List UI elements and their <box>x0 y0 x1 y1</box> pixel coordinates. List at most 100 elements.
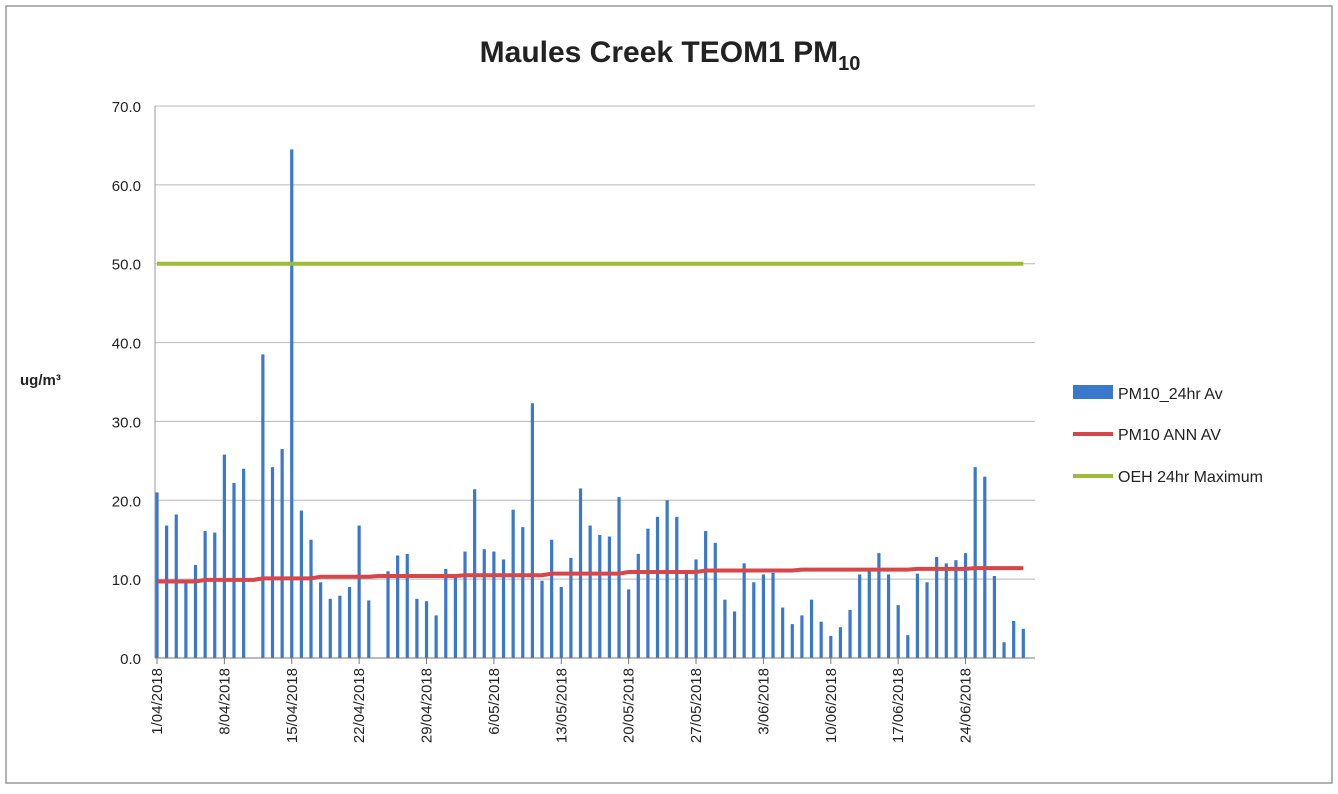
legend-label: PM10_24hr Av <box>1118 386 1223 403</box>
bar <box>242 468 246 658</box>
bar <box>886 574 891 658</box>
x-tick-label: 27/05/2018 <box>688 668 705 743</box>
bar <box>319 582 323 658</box>
y-tick-label: 30.0 <box>112 414 141 431</box>
x-tick-label: 15/04/2018 <box>284 668 301 743</box>
legend-label: PM10 ANN AV <box>1118 427 1221 444</box>
bar <box>270 467 275 658</box>
bar <box>463 551 467 658</box>
bar <box>761 574 766 658</box>
x-tick-label: 8/04/2018 <box>216 668 233 735</box>
bar <box>367 600 371 658</box>
bar <box>203 531 207 658</box>
x-tick-label: 3/06/2018 <box>755 668 772 735</box>
bar <box>838 627 843 658</box>
bar <box>261 354 265 658</box>
bar <box>482 549 486 658</box>
x-tick-label: 29/04/2018 <box>419 668 436 743</box>
bar <box>607 536 612 658</box>
bar <box>511 509 515 658</box>
bar <box>617 497 621 658</box>
bar <box>357 525 361 658</box>
bar <box>781 607 785 658</box>
bar <box>935 557 939 658</box>
bar <box>848 609 852 658</box>
bar <box>944 563 948 658</box>
bar <box>501 559 506 658</box>
bar <box>222 454 226 658</box>
y-tick-label: 0.0 <box>120 651 141 668</box>
bar <box>694 559 698 658</box>
bar <box>155 492 159 658</box>
chart-title: Maules Creek TEOM1 PM10 <box>480 36 861 75</box>
bar <box>559 587 563 658</box>
bar <box>521 527 525 658</box>
x-tick-label: 10/06/2018 <box>823 668 840 743</box>
bar <box>453 575 457 658</box>
bar <box>280 449 284 658</box>
y-axis-label: ug/m³ <box>20 372 61 389</box>
y-tick-label: 60.0 <box>112 178 141 195</box>
bar <box>434 615 438 658</box>
y-tick-label: 20.0 <box>112 493 141 510</box>
bar <box>588 525 592 658</box>
bar <box>829 635 833 658</box>
x-tick-label: 20/05/2018 <box>621 668 638 743</box>
bar <box>569 557 573 658</box>
bar <box>858 574 862 658</box>
bar <box>819 621 823 658</box>
bar <box>906 635 910 658</box>
bar <box>646 528 650 658</box>
bar <box>540 580 544 658</box>
y-tick-label: 50.0 <box>112 257 141 274</box>
bar <box>675 516 679 658</box>
bar <box>299 510 303 658</box>
x-tick-label: 6/05/2018 <box>486 668 503 735</box>
y-tick-label: 10.0 <box>112 572 141 589</box>
bar <box>290 149 294 658</box>
y-tick-label: 70.0 <box>112 99 141 116</box>
bar <box>1002 642 1006 658</box>
bar <box>530 403 534 658</box>
title-main: Maules Creek TEOM1 PM <box>480 36 838 69</box>
bar <box>655 516 660 658</box>
title-subscript: 10 <box>838 53 860 75</box>
bar <box>338 595 342 658</box>
bar <box>790 624 794 658</box>
bar <box>665 500 669 658</box>
x-tick-label: 22/04/2018 <box>351 668 368 743</box>
bar <box>973 467 977 658</box>
x-tick-label: 1/04/2018 <box>149 668 166 735</box>
bar <box>396 555 400 658</box>
bar <box>424 601 429 658</box>
x-tick-label: 17/06/2018 <box>890 668 907 743</box>
bar <box>809 599 814 658</box>
bar <box>752 582 756 658</box>
bar <box>742 563 746 658</box>
bar <box>732 611 737 658</box>
bar <box>492 551 496 658</box>
legend-label: OEH 24hr Maximum <box>1118 469 1263 486</box>
x-tick-label: 13/05/2018 <box>553 668 570 743</box>
bar <box>232 482 236 658</box>
bar <box>347 587 352 658</box>
line-series <box>157 566 1024 584</box>
bar <box>550 539 554 658</box>
bar <box>1021 628 1025 658</box>
y-tick-label: 40.0 <box>112 336 141 353</box>
bar <box>723 599 727 658</box>
bar <box>925 582 929 658</box>
bar <box>877 553 881 658</box>
bar <box>963 553 968 658</box>
legend-swatch <box>1073 385 1113 399</box>
bar <box>184 580 188 658</box>
bar <box>684 572 689 658</box>
bar <box>636 553 640 658</box>
bar <box>309 539 313 658</box>
bar <box>992 575 997 658</box>
bar <box>896 605 900 658</box>
bar <box>771 572 775 658</box>
bar <box>598 534 602 658</box>
